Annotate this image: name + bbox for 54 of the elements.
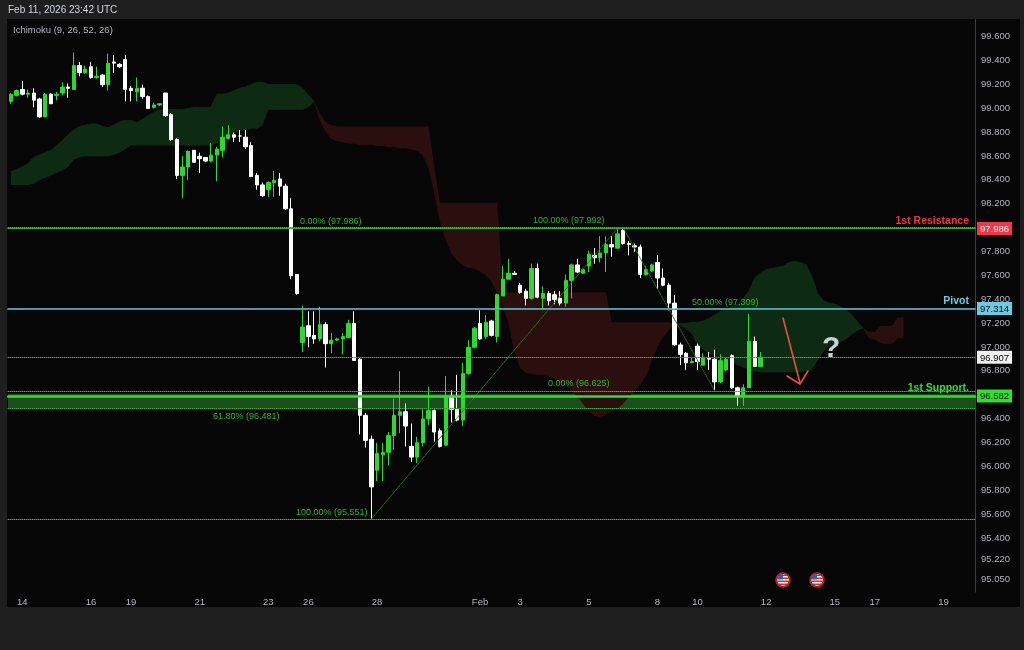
- x-tick-label: 26: [303, 595, 314, 607]
- ref-line-label: 100.00% (97.992): [533, 215, 605, 226]
- y-tick-label: 97.000: [981, 340, 1011, 352]
- ref-line-label: 0.00% (96.625): [548, 378, 610, 389]
- x-tick-label: 3: [517, 595, 523, 607]
- y-tick-label: 95.400: [981, 531, 1011, 543]
- x-tick-label: Feb: [471, 595, 489, 607]
- x-tick-label: 14: [17, 595, 28, 607]
- ref-line-label: 100.00% (95.551): [296, 506, 368, 517]
- x-tick-label: 12: [760, 595, 772, 607]
- chart-title: Feb 11, 2026 23:42 UTC: [8, 3, 118, 16]
- y-tick-label: 98.800: [981, 125, 1011, 137]
- y-tick-label: 99.600: [981, 30, 1011, 42]
- ref-line-label: 0.00% (97.986): [300, 215, 362, 226]
- y-tick-label: 99.400: [981, 54, 1011, 66]
- y-tick-label: 96.800: [981, 364, 1011, 376]
- annotation: 97.314: [980, 303, 1010, 315]
- y-tick-label: 98.400: [981, 173, 1011, 185]
- y-tick-label: 99.200: [981, 77, 1011, 89]
- x-tick-label: 16: [85, 595, 97, 607]
- y-tick-label: 98.200: [981, 197, 1011, 209]
- y-tick-label: 99.000: [981, 101, 1011, 113]
- x-tick-label: 15: [829, 595, 841, 607]
- x-tick-label: 28: [371, 595, 383, 607]
- y-tick-label: 95.220: [981, 553, 1011, 565]
- x-tick-label: 21: [194, 595, 205, 607]
- ref-line-label: 50.00% (97.309): [692, 296, 759, 307]
- y-tick-label: 95.800: [981, 483, 1011, 495]
- y-tick-label: 95.600: [981, 507, 1011, 519]
- x-tick-label: 5: [586, 595, 592, 607]
- y-tick-label: 97.800: [981, 245, 1011, 257]
- y-tick-label: 95.050: [981, 573, 1011, 585]
- y-tick-label: 97.200: [981, 316, 1011, 328]
- y-tick-label: 96.200: [981, 436, 1011, 448]
- x-tick-label: 19: [938, 595, 949, 607]
- annotation: 96.907: [980, 351, 1010, 363]
- x-tick-label: 8: [654, 595, 661, 607]
- y-tick-label: 97.400: [981, 292, 1011, 304]
- ref-line-label: 1st Support.: [907, 381, 970, 394]
- annotation: 97.986: [980, 222, 1010, 234]
- y-tick-label: 98.600: [981, 149, 1011, 161]
- x-tick-label: 23: [263, 595, 274, 607]
- annotation: Ichimoku (9, 26, 52, 26): [13, 24, 113, 35]
- x-tick-label: 17: [869, 595, 881, 607]
- x-tick-label: 19: [125, 595, 137, 607]
- x-tick-label: 10: [692, 595, 703, 607]
- ref-line-label: Pivot: [943, 294, 970, 307]
- ref-line-label: 61.80% (96.481): [213, 410, 280, 421]
- y-tick-label: 97.600: [981, 268, 1011, 280]
- y-tick-label: 96.400: [981, 412, 1011, 424]
- annotation: 96.582: [980, 390, 1010, 402]
- y-tick-label: 96.000: [981, 459, 1011, 471]
- annotation: ?: [822, 330, 841, 363]
- ref-line-label: 1st Resistance: [895, 213, 970, 226]
